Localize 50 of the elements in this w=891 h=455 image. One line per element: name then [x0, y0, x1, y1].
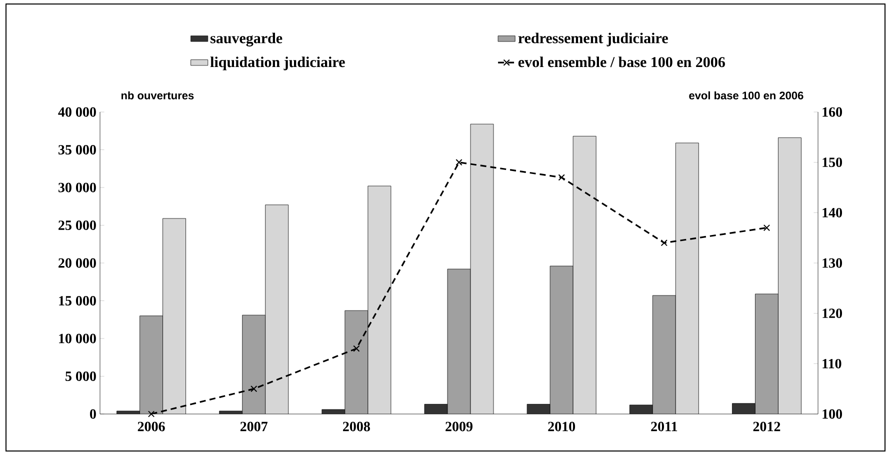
bar	[550, 266, 574, 414]
point	[763, 224, 770, 232]
x-tick-label: 2008	[343, 422, 370, 432]
x-tick-label: 2006	[138, 422, 165, 432]
y-tick-label: 40 000	[58, 107, 96, 117]
bar	[242, 315, 266, 414]
legend-label: liquidation judiciaire	[210, 56, 345, 70]
y-tick-label: 5 000	[66, 372, 96, 381]
x-tick-label: 2009	[446, 422, 472, 432]
bar	[344, 310, 368, 414]
legend-label: evol ensemble / base 100 en 2006	[518, 56, 725, 68]
y2-tick-label: 130	[822, 258, 842, 268]
y2-tick-label: 100	[822, 409, 842, 419]
x-tick-label: 2012	[753, 422, 780, 432]
y-tick-label: 35 000	[58, 145, 96, 154]
bar	[470, 124, 494, 414]
y-tick-label: 10 000	[59, 334, 96, 344]
y-tick-label: 30 000	[58, 182, 96, 192]
y-tick-label: 0	[90, 409, 96, 419]
point	[353, 345, 360, 352]
y2-axis-title: evol base 100 en 2006	[689, 91, 804, 100]
bar	[676, 142, 699, 414]
bar	[162, 218, 186, 414]
x-tick-label: 2010	[548, 422, 576, 432]
x-tick-label: 2011	[651, 422, 678, 432]
bar	[448, 269, 471, 414]
y-axis-title: nb ouvertures	[121, 91, 194, 100]
bar	[755, 294, 778, 414]
legend-label: redressement judiciaire	[518, 32, 668, 46]
y-tick-label: 20 000	[58, 258, 96, 268]
bar	[140, 316, 163, 414]
y2-tick-label: 120	[822, 308, 842, 318]
point	[558, 174, 565, 181]
point	[660, 240, 668, 246]
y2-tick-label: 110	[822, 358, 842, 368]
y-tick-label: 25 000	[58, 220, 96, 230]
point	[148, 410, 155, 418]
x-tick-label: 2007	[240, 422, 268, 432]
point	[250, 386, 258, 392]
legend-label: sauvegarde	[210, 32, 282, 46]
bar	[652, 295, 676, 414]
bar	[265, 204, 288, 414]
bar	[368, 186, 391, 414]
y2-tick-label: 160	[822, 107, 842, 117]
y2-tick-label: 150	[822, 158, 842, 168]
point	[456, 159, 462, 166]
y-tick-label: 15 000	[59, 296, 96, 306]
y2-tick-label: 140	[822, 208, 842, 218]
bar	[778, 137, 802, 414]
bar	[573, 136, 596, 414]
